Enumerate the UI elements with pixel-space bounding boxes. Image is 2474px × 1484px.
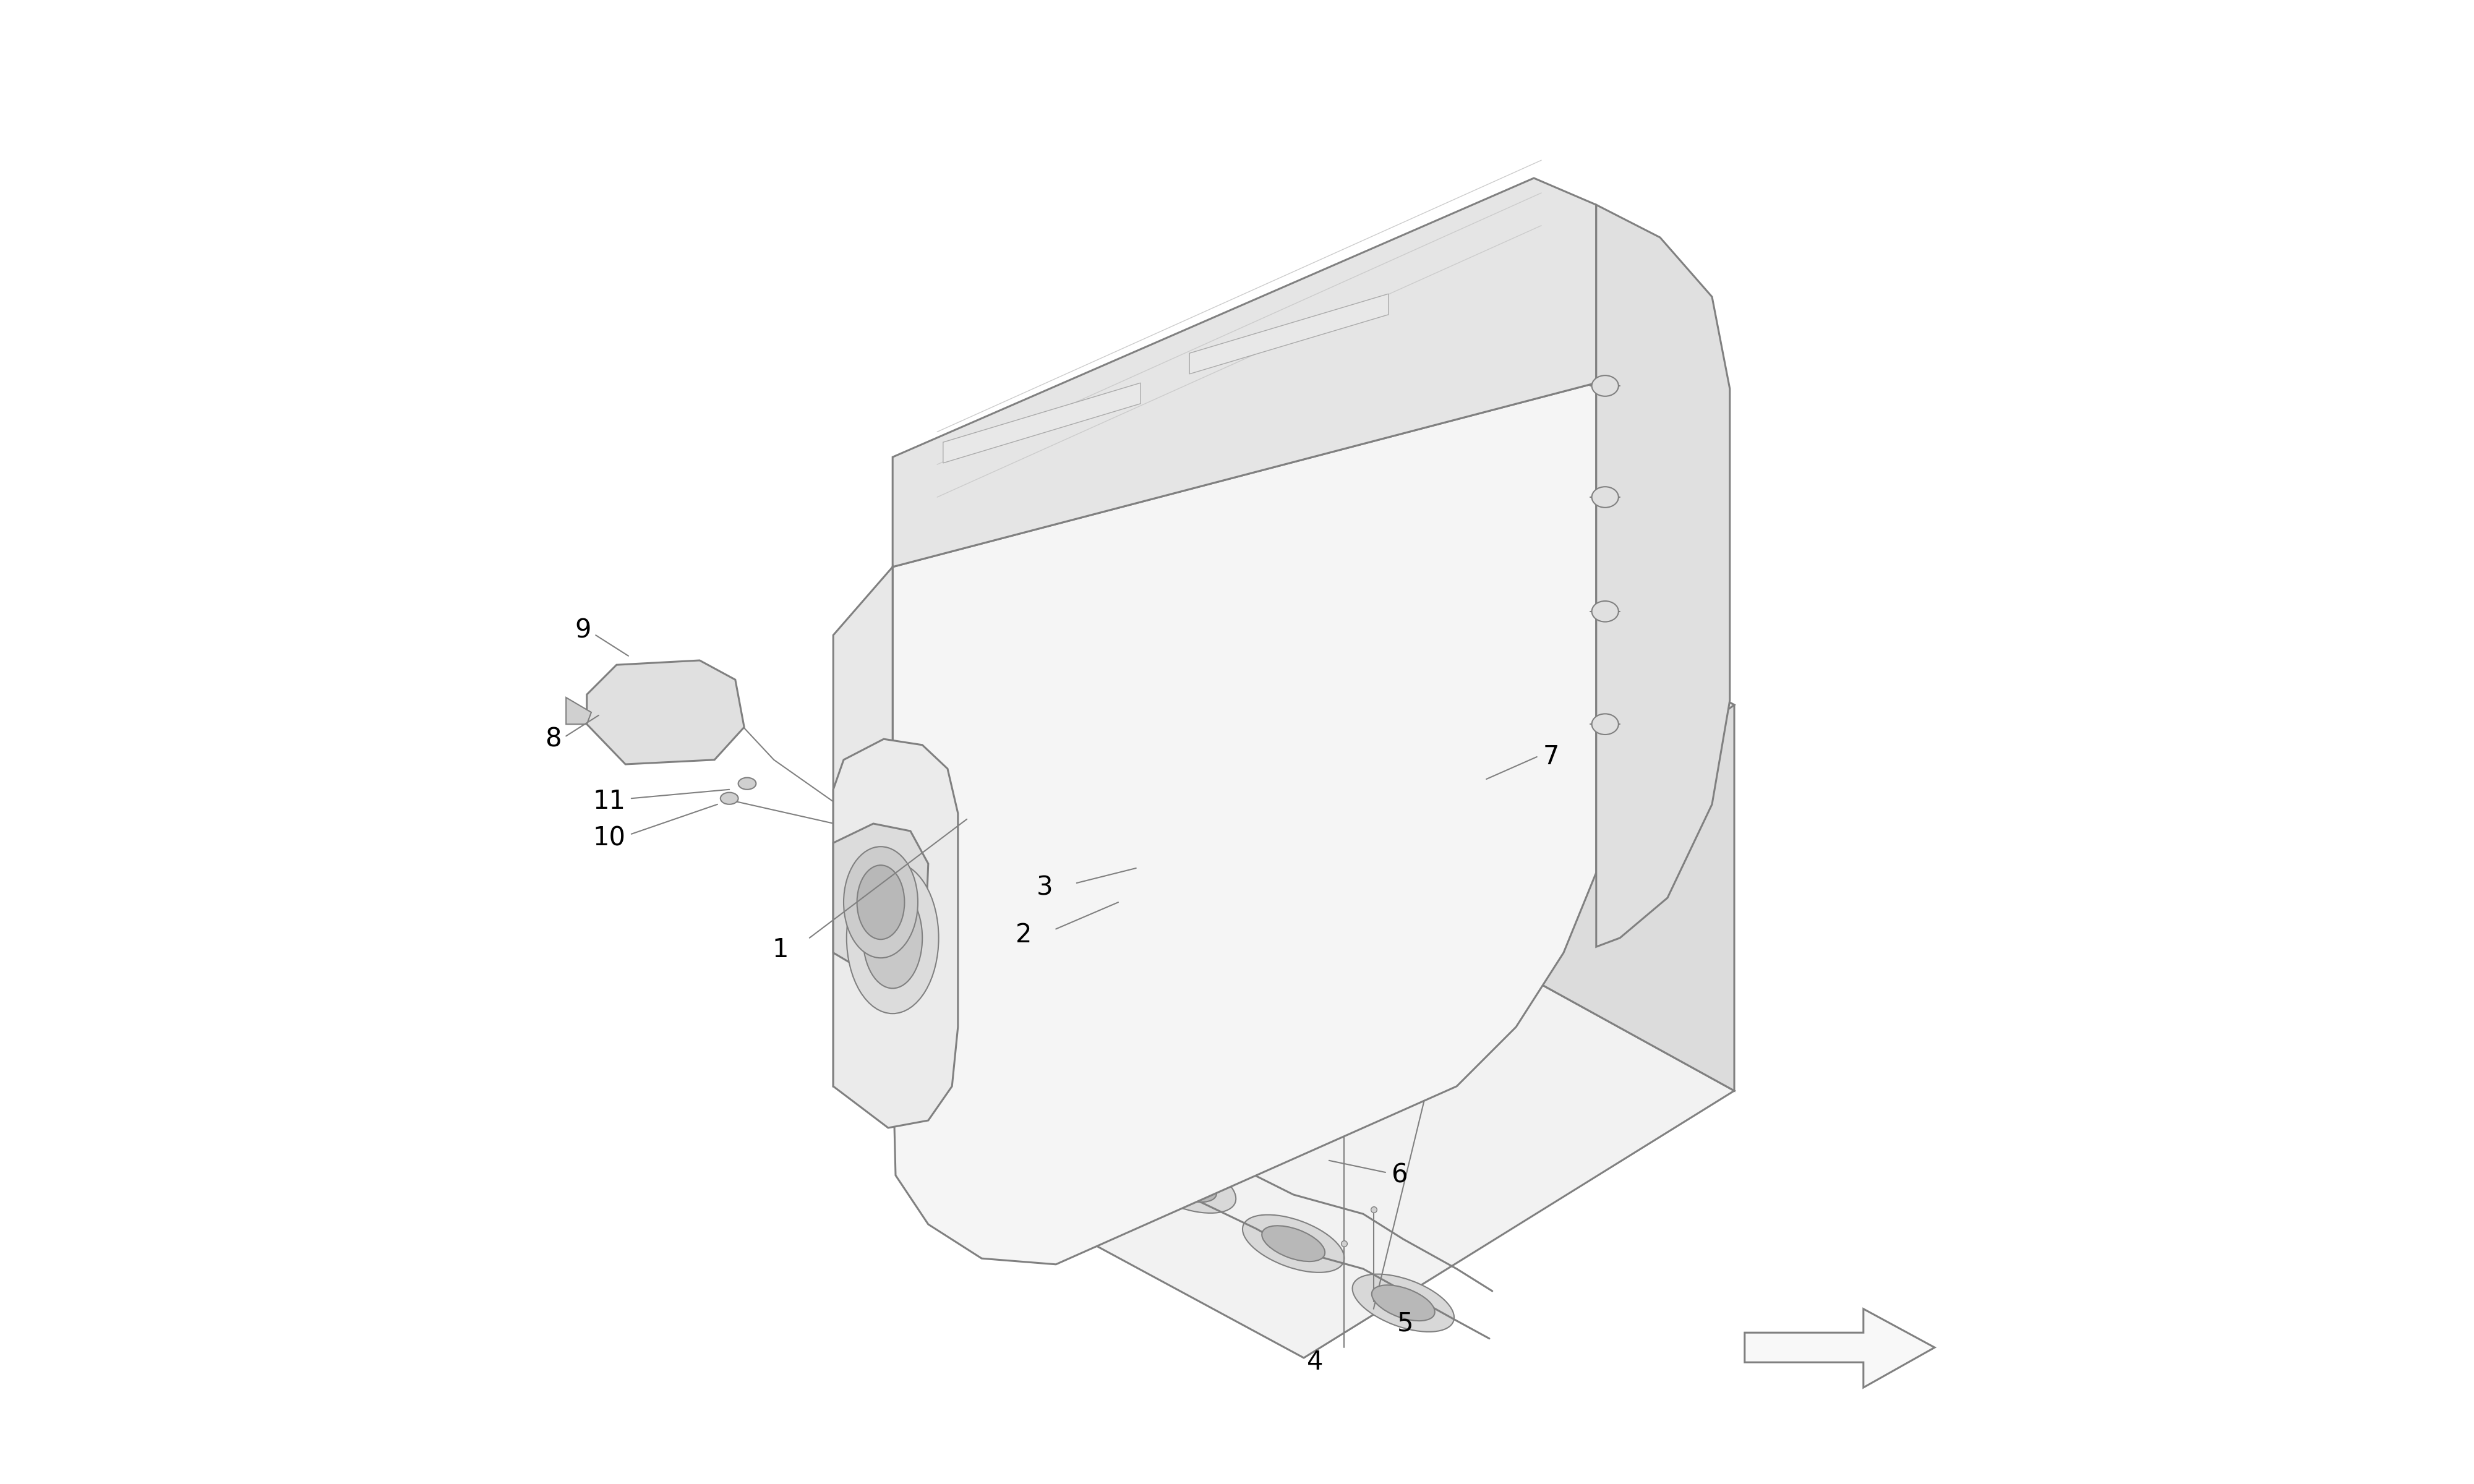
Ellipse shape <box>1116 726 1215 788</box>
Ellipse shape <box>1262 1226 1326 1261</box>
Ellipse shape <box>1591 487 1618 508</box>
Text: 10: 10 <box>594 825 626 852</box>
Polygon shape <box>933 890 1734 1358</box>
Ellipse shape <box>1242 1215 1343 1272</box>
Ellipse shape <box>1368 902 1442 950</box>
Ellipse shape <box>1042 895 1086 922</box>
Polygon shape <box>567 697 591 724</box>
Ellipse shape <box>1383 913 1427 939</box>
Ellipse shape <box>1338 684 1437 746</box>
Polygon shape <box>943 383 1141 463</box>
Polygon shape <box>997 650 1680 760</box>
Text: 11: 11 <box>594 788 626 815</box>
Ellipse shape <box>1160 948 1205 975</box>
Polygon shape <box>1460 641 1556 873</box>
Polygon shape <box>1596 205 1729 947</box>
Polygon shape <box>955 564 1714 745</box>
Text: 4: 4 <box>1306 1349 1324 1376</box>
Text: 3: 3 <box>1037 874 1054 901</box>
Ellipse shape <box>1591 375 1618 396</box>
Ellipse shape <box>1145 938 1220 985</box>
Polygon shape <box>1371 512 1734 1091</box>
Ellipse shape <box>1353 1275 1455 1331</box>
Text: 7: 7 <box>1544 743 1559 770</box>
Polygon shape <box>1343 700 1442 932</box>
Polygon shape <box>933 512 1734 968</box>
Ellipse shape <box>1153 1166 1217 1202</box>
Ellipse shape <box>1027 884 1101 932</box>
Polygon shape <box>834 824 928 976</box>
Ellipse shape <box>846 862 938 1014</box>
Polygon shape <box>893 383 1596 1264</box>
Polygon shape <box>834 567 893 1086</box>
Ellipse shape <box>1475 637 1534 675</box>
Polygon shape <box>893 178 1596 567</box>
Ellipse shape <box>1044 1107 1108 1143</box>
Ellipse shape <box>1484 843 1559 890</box>
Ellipse shape <box>720 792 737 804</box>
Polygon shape <box>586 660 745 764</box>
Ellipse shape <box>1358 696 1420 735</box>
Ellipse shape <box>1133 1156 1237 1212</box>
Ellipse shape <box>856 865 905 939</box>
Text: 5: 5 <box>1398 1310 1413 1337</box>
Ellipse shape <box>737 778 757 789</box>
Polygon shape <box>1190 294 1388 374</box>
Polygon shape <box>1744 1309 1935 1388</box>
Text: 1: 1 <box>772 936 789 963</box>
Text: 8: 8 <box>544 726 562 752</box>
Ellipse shape <box>1371 1285 1435 1321</box>
Ellipse shape <box>1591 601 1618 622</box>
Ellipse shape <box>1591 714 1618 735</box>
Polygon shape <box>999 680 1101 913</box>
Ellipse shape <box>995 669 1094 732</box>
Text: 2: 2 <box>1017 922 1032 948</box>
Ellipse shape <box>1455 625 1554 687</box>
Ellipse shape <box>863 887 923 988</box>
Polygon shape <box>1121 739 1220 968</box>
Ellipse shape <box>1136 738 1197 776</box>
Ellipse shape <box>1014 681 1074 720</box>
Ellipse shape <box>1027 1097 1128 1153</box>
Polygon shape <box>834 739 957 1128</box>
Text: 9: 9 <box>574 617 591 644</box>
Ellipse shape <box>1499 853 1544 880</box>
Polygon shape <box>933 739 985 1158</box>
Ellipse shape <box>844 846 918 959</box>
Text: 6: 6 <box>1390 1162 1408 1189</box>
